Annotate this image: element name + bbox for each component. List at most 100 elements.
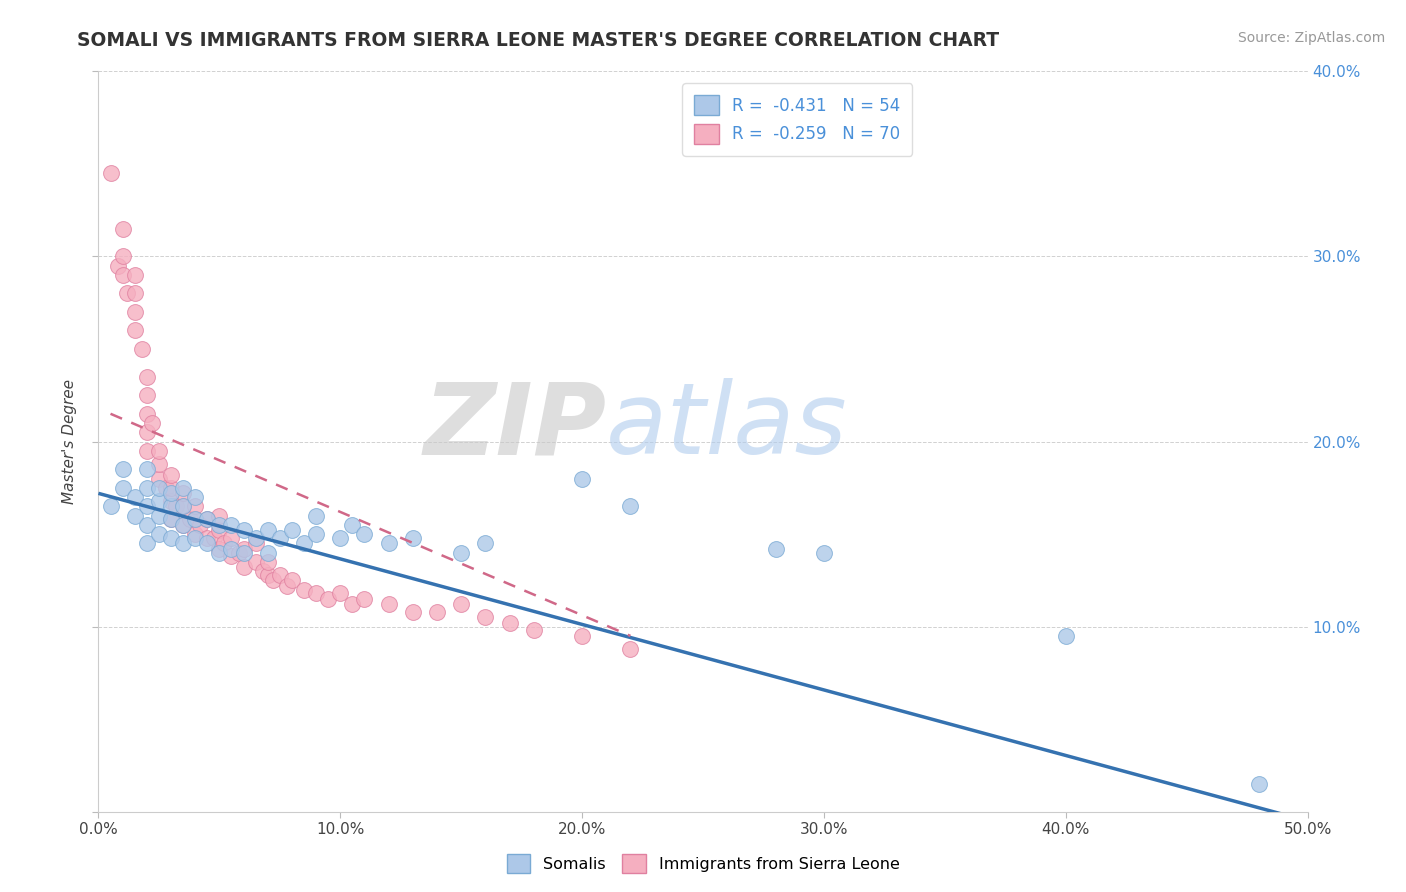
Point [135,481,157,495]
Point [208,545,231,560]
Point [155,481,177,495]
Point [124,268,146,282]
Point [135,425,157,440]
Point [571,472,593,486]
Point [124,286,146,301]
Point [262,574,284,588]
Point [245,531,267,545]
Point [184,531,207,545]
Point [148,508,170,523]
Point [208,541,231,556]
Point [208,517,231,532]
Point [111,250,134,264]
Point [204,531,226,545]
Point [245,555,267,569]
Point [292,582,315,597]
Point [474,536,496,550]
Point [160,467,183,482]
Point [160,512,183,526]
Point [135,407,157,421]
Point [160,486,183,500]
Point [160,493,183,508]
Point [184,527,207,541]
Point [256,545,278,560]
Point [377,536,399,550]
Point [100,166,122,180]
Point [165,500,187,514]
Point [184,512,207,526]
Point [124,508,146,523]
Point [111,221,134,235]
Point [305,586,328,600]
Point [124,305,146,319]
Point [148,472,170,486]
Point [426,605,449,619]
Point [619,500,641,514]
Text: ZIP: ZIP [423,378,606,475]
Point [172,481,194,495]
Point [179,512,201,526]
Point [195,531,218,545]
Point [160,481,183,495]
Text: SOMALI VS IMMIGRANTS FROM SIERRA LEONE MASTER'S DEGREE CORRELATION CHART: SOMALI VS IMMIGRANTS FROM SIERRA LEONE M… [77,31,1000,50]
Point [619,641,641,656]
Point [135,500,157,514]
Point [474,610,496,624]
Point [107,259,129,273]
Point [232,560,254,574]
Point [305,508,328,523]
Point [281,574,304,588]
Point [765,541,787,556]
Point [212,536,235,550]
Point [245,536,267,550]
Point [353,527,375,541]
Point [195,512,218,526]
Point [342,517,364,532]
Point [135,517,157,532]
Point [523,624,546,638]
Point [160,500,183,514]
Point [221,549,243,564]
Point [402,605,425,619]
Point [232,545,254,560]
Point [276,579,298,593]
Point [172,517,194,532]
Legend: Somalis, Immigrants from Sierra Leone: Somalis, Immigrants from Sierra Leone [501,847,905,880]
Point [498,615,520,630]
Point [813,545,835,560]
Legend: R =  -0.431   N = 54, R =  -0.259   N = 70: R = -0.431 N = 54, R = -0.259 N = 70 [682,83,912,156]
Point [148,493,170,508]
Point [281,524,304,538]
Point [124,490,146,504]
Point [232,524,254,538]
Point [269,531,291,545]
Point [316,591,339,606]
Point [221,517,243,532]
Point [184,512,207,526]
Point [135,536,157,550]
Point [117,286,139,301]
Point [195,536,218,550]
Point [148,457,170,471]
Point [221,531,243,545]
Point [135,462,157,476]
Point [1249,777,1271,791]
Point [160,531,183,545]
Point [305,527,328,541]
Point [135,369,157,384]
Point [329,586,352,600]
Point [256,524,278,538]
Point [148,481,170,495]
Point [232,541,254,556]
Point [221,541,243,556]
Y-axis label: Master's Degree: Master's Degree [62,379,77,504]
Point [124,324,146,338]
Point [111,462,134,476]
Point [377,598,399,612]
Point [353,591,375,606]
Point [342,598,364,612]
Point [141,416,163,430]
Point [172,486,194,500]
Point [256,555,278,569]
Point [135,443,157,458]
